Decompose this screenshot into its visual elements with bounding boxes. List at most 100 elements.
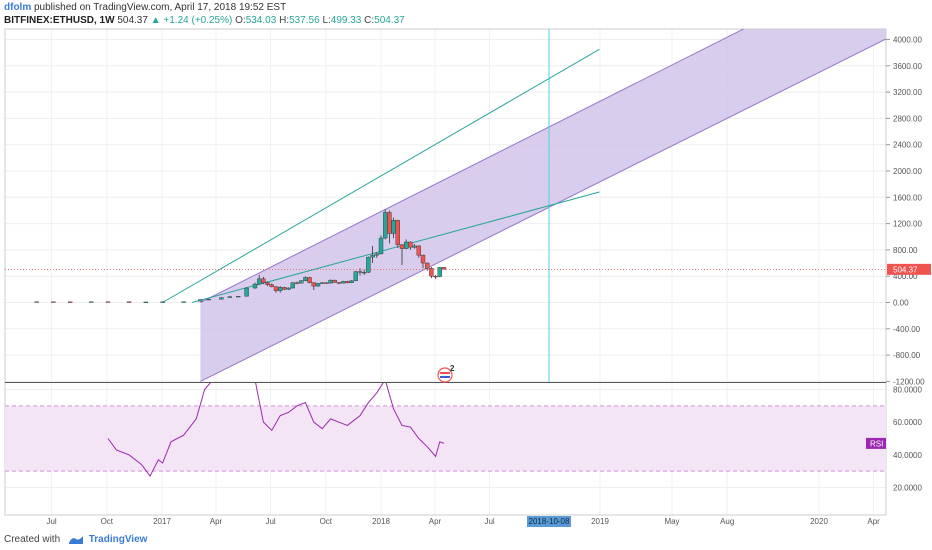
time-tick-label: Oct [320,517,333,526]
candle [362,269,367,275]
rsi-line [107,383,445,478]
candle [143,301,149,303]
price-change: +1.24 (+0.25%) [163,15,233,26]
candle-body [286,287,291,290]
candle [160,301,165,303]
candle-body [349,280,354,283]
candle-body [278,287,283,291]
high-label: H: [279,15,290,26]
price-tick-label: -800.00 [893,351,921,360]
candle-body [51,301,56,303]
candle-body [366,256,371,273]
candle-body [34,301,39,303]
candle [429,266,434,279]
candle [282,286,287,291]
candle [51,301,56,303]
candle-body [257,278,262,285]
candle-body [383,212,388,239]
candle-body [282,287,287,290]
candle-body [198,299,203,302]
candle [269,283,274,288]
rsi-tick-label: 60.0000 [893,418,922,427]
candle-body [269,284,274,287]
candle [67,301,73,303]
close-label: C: [364,15,375,26]
candle [399,243,405,266]
candle-body [370,254,375,258]
candle [383,209,388,240]
price-panel[interactable] [5,0,886,382]
high-value: 537.56 [289,15,320,26]
rsi-legend-label: RSI [870,439,883,448]
candle [88,301,94,303]
candle-body [299,280,304,284]
symbol-info: BITFINEX:ETHUSD, 1W 504.37 ▲ +1.24 (+0.2… [4,15,405,26]
candle-body [219,297,224,300]
candle-body [332,279,337,283]
candle [387,210,392,244]
time-tick-label: Apr [867,517,880,526]
price-axis[interactable]: 4000.00 3600.00 3200.00 2800.00 2400.00 2000.… [886,36,925,387]
rsi-legend-badge: RSI [866,437,886,449]
candle [395,219,400,248]
time-tick-label: Jul [484,517,494,526]
candle-body [399,244,405,249]
candles [34,209,447,303]
price-tick-label: 4000.00 [893,36,922,45]
candle [315,282,321,287]
price-tick-label: 2400.00 [893,141,922,150]
candle [206,298,212,301]
price-tick-label: 0.00 [893,299,909,308]
current-price-label: 504.37 [893,265,918,274]
price-tick-label: 2000.00 [893,167,922,176]
candle-body [353,271,358,282]
candle-body [265,282,270,285]
candle-body [416,245,421,256]
candle [34,301,39,303]
open-label: O: [235,15,246,26]
rsi-panel[interactable] [5,380,886,478]
candle [181,301,186,303]
created-with-text: Created with [4,534,61,545]
tradingview-brand[interactable]: TradingView [88,534,148,545]
candle-body [328,279,333,284]
rsi-axis[interactable]: 80.0000 60.0000 40.0000 20.0000 [893,386,922,493]
candle [416,245,421,258]
channel-upper-line[interactable] [200,0,886,303]
time-tick-label: Oct [101,517,114,526]
time-tick-label: 2019 [591,517,609,526]
symbol-label: BITFINEX:ETHUSD, 1W [4,15,115,26]
candle [261,276,266,285]
candle-body [357,271,363,273]
time-axis[interactable]: Jul Oct 2017 Apr Jul Oct 2018 Apr Jul 2019 May Aug 2… [46,517,880,526]
candle-body [88,301,94,303]
price-tick-label: -400.00 [893,325,921,334]
candle-body [244,287,249,297]
candle-body [341,281,346,284]
candle [235,295,241,298]
published-text: published on TradingView.com, April 17, … [34,2,287,13]
last-price: 504.37 [117,15,148,26]
candle [273,286,279,293]
channel-lower-line[interactable] [200,38,886,382]
candle-body [273,286,279,291]
flag-icon[interactable] [437,367,453,383]
candle-body [294,282,300,284]
candle-body [437,267,442,277]
candle [349,280,354,284]
current-price-badge: 504.37 [887,263,931,275]
time-tick-label: 2017 [153,517,171,526]
candle-body [307,277,312,283]
candle [286,287,291,291]
candle [336,282,342,285]
event-marker[interactable]: 2 [437,364,455,383]
plot-frame [4,28,887,516]
candle-body [433,276,438,278]
author-name[interactable]: dfolm [4,2,32,13]
candle [420,254,426,269]
candle-body [408,241,413,248]
candle [433,274,438,279]
price-tick-label: 1200.00 [893,220,922,229]
price-tick-label: 400.00 [893,272,918,281]
